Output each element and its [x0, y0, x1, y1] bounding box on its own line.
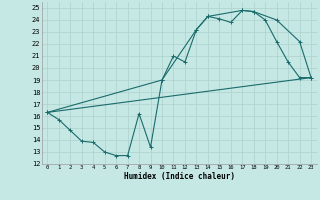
- X-axis label: Humidex (Indice chaleur): Humidex (Indice chaleur): [124, 172, 235, 181]
